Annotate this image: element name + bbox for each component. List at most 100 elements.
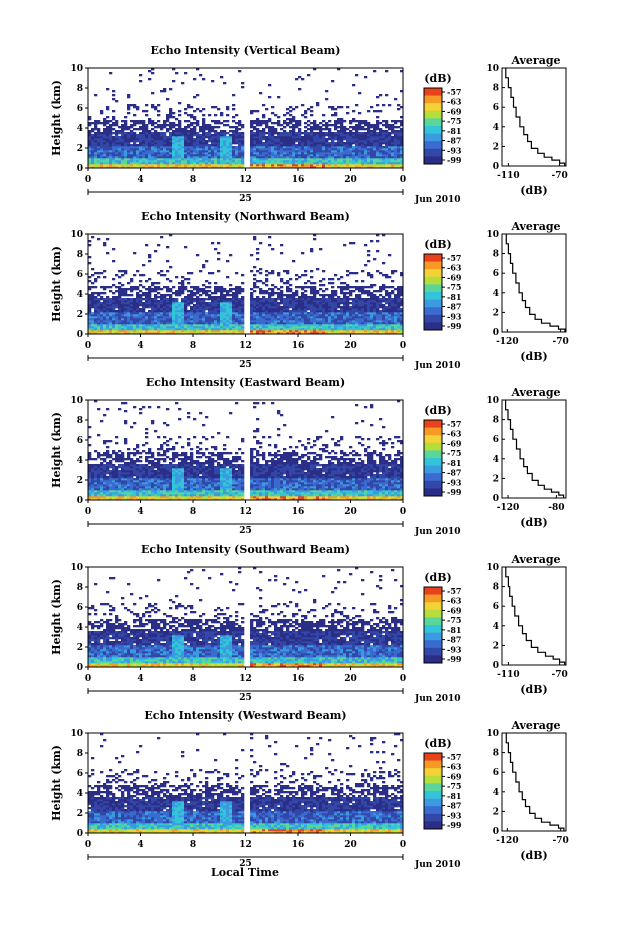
heatmap-cell: [94, 146, 98, 149]
heatmap-cell: [226, 320, 230, 323]
heatmap-cell: [298, 324, 302, 327]
heatmap-cell: [361, 126, 365, 129]
heatmap-cell: [223, 144, 227, 147]
heatmap-cell: [283, 302, 287, 305]
heatmap-cell: [307, 306, 311, 309]
heatmap-cell: [304, 308, 308, 311]
heatmap-cell: [217, 308, 221, 311]
heatmap-cell: [268, 148, 272, 151]
heatmap-cell: [391, 160, 395, 163]
heatmap-cell: [283, 126, 287, 129]
heatmap-cell: [226, 276, 230, 279]
heatmap-cell: [127, 282, 131, 285]
heatmap-cell: [235, 136, 239, 139]
heatmap-cell: [373, 160, 377, 163]
heatmap-cell: [217, 322, 221, 325]
heatmap-cell: [298, 144, 302, 147]
heatmap-cell: [268, 164, 272, 167]
heatmap-cell: [88, 138, 92, 141]
heatmap-cell: [136, 304, 140, 307]
heatmap-cell: [328, 324, 332, 327]
heatmap-cell: [160, 152, 164, 155]
heatmap-cell: [223, 300, 227, 303]
heatmap-cell: [325, 304, 329, 307]
heatmap-cell: [304, 286, 308, 289]
heatmap-cell: [292, 302, 296, 305]
heatmap-cell: [280, 280, 284, 283]
heatmap-cell: [313, 238, 317, 241]
heatmap-cell: [370, 106, 374, 109]
heatmap-cell: [94, 316, 98, 319]
heatmap-cell: [301, 158, 305, 161]
heatmap-cell: [88, 130, 92, 133]
heatmap-cell: [268, 126, 272, 129]
heatmap-cell: [190, 312, 194, 315]
heatmap-cell: [325, 124, 329, 127]
heatmap-cell: [238, 298, 242, 301]
heatmap-cell: [274, 146, 278, 149]
heatmap-cell: [340, 310, 344, 313]
heatmap-cell: [187, 278, 191, 281]
heatmap-cell: [385, 146, 389, 149]
heatmap-cell: [367, 254, 371, 257]
heatmap-cell: [343, 332, 347, 335]
heatmap-cell: [253, 150, 257, 153]
heatmap-cell: [388, 140, 392, 143]
heatmap-cell: [316, 102, 320, 105]
heatmap-cell: [106, 152, 110, 155]
heatmap-cell: [151, 156, 155, 159]
heatmap-cell: [367, 140, 371, 143]
heatmap-cell: [178, 128, 182, 131]
heatmap-cell: [325, 146, 329, 149]
heatmap-cell: [163, 120, 167, 123]
heatmap-cell: [130, 310, 134, 313]
heatmap-cell: [169, 122, 173, 125]
heatmap-cell: [184, 152, 188, 155]
heatmap-cell: [145, 330, 149, 333]
heatmap-cell: [319, 156, 323, 159]
heatmap-cell: [202, 318, 206, 321]
heatmap-cell: [208, 314, 212, 317]
heatmap-cell: [325, 288, 329, 291]
heatmap-cell: [295, 302, 299, 305]
heatmap-cell: [286, 316, 290, 319]
heatmap-cell: [109, 154, 113, 157]
panel-title: Echo Intensity (Northward Beam): [141, 210, 350, 223]
heatmap-cell: [385, 330, 389, 333]
heatmap-cell: [184, 160, 188, 163]
heatmap-cell: [88, 140, 92, 143]
heatmap-cell: [364, 166, 368, 169]
heatmap-cell: [175, 326, 179, 329]
heatmap-cell: [217, 330, 221, 333]
heatmap-cell: [166, 304, 170, 307]
heatmap-cell: [193, 148, 197, 151]
heatmap-cell: [376, 326, 380, 329]
heatmap-cell: [256, 320, 260, 323]
heatmap-cell: [349, 158, 353, 161]
heatmap-cell: [205, 124, 209, 127]
heatmap-cell: [400, 90, 404, 93]
heatmap-cell: [304, 326, 308, 329]
heatmap-cell: [352, 306, 356, 309]
heatmap-cell: [307, 314, 311, 317]
heatmap-cell: [355, 158, 359, 161]
heatmap-cell: [232, 136, 236, 139]
heatmap-cell: [94, 140, 98, 143]
heatmap-cell: [121, 166, 125, 169]
heatmap-cell: [370, 300, 374, 303]
heatmap-cell: [112, 138, 116, 141]
heatmap-cell: [391, 322, 395, 325]
heatmap-cell: [349, 142, 353, 145]
heatmap-cell: [376, 322, 380, 325]
heatmap-cell: [352, 120, 356, 123]
heatmap-cell: [304, 156, 308, 159]
heatmap-cell: [304, 166, 308, 169]
heatmap-cell: [100, 154, 104, 157]
heatmap-cell: [109, 166, 113, 169]
heatmap-cell: [157, 132, 161, 135]
colorbar-tick-label: -81: [447, 292, 461, 302]
heatmap-cell: [175, 128, 179, 131]
heatmap-cell: [97, 144, 101, 147]
heatmap-cell: [262, 306, 266, 309]
heatmap-cell: [379, 152, 383, 155]
